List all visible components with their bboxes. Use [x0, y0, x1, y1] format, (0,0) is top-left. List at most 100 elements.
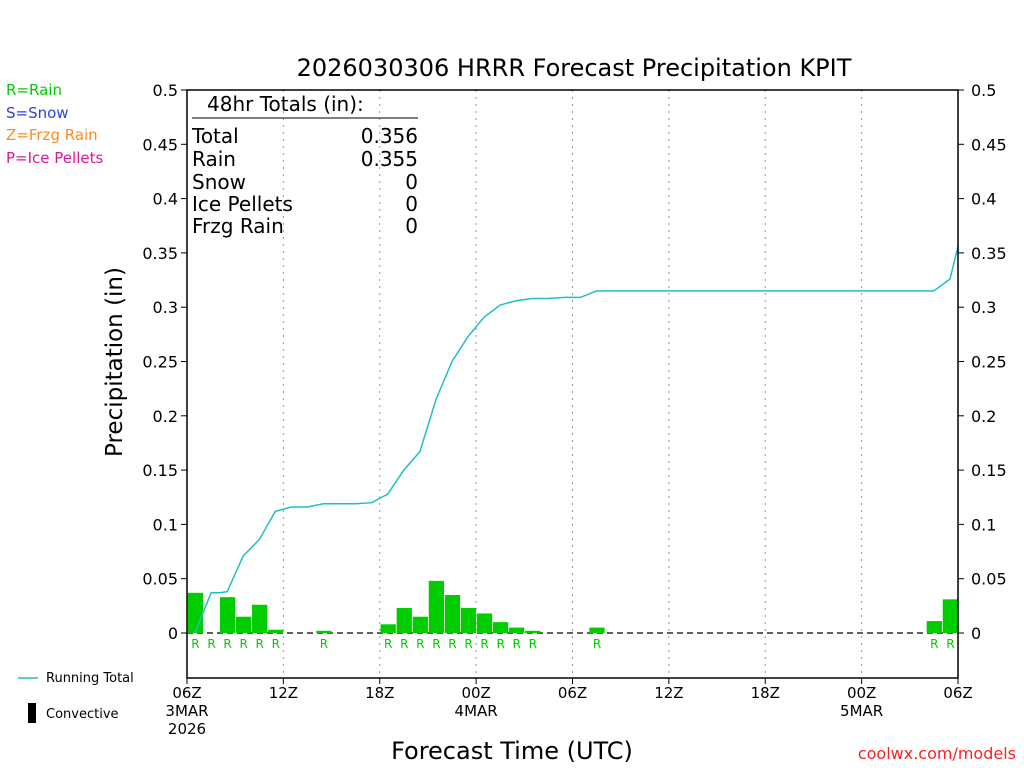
y-tick-label-left: 0: [168, 624, 178, 643]
ptype-label: R: [223, 637, 231, 651]
precip-bar: [252, 604, 268, 633]
y-tick-label-right: 0.15: [971, 461, 1007, 480]
precip-bar: [187, 592, 204, 633]
ptype-label: R: [529, 637, 537, 651]
totals-label-snow: Snow: [192, 170, 246, 194]
totals-value-frzg-rain: 0: [405, 214, 418, 238]
ptype-label: R: [416, 637, 424, 651]
precip-bar: [476, 613, 493, 633]
y-tick-label-right: 0.4: [971, 190, 996, 209]
precip-bar: [509, 627, 525, 633]
x-tick-label: 12Z: [654, 684, 683, 702]
y-tick-label-left: 0.4: [153, 190, 178, 209]
x-tick-label: 00Z: [461, 684, 490, 702]
x-axis-title: Forecast Time (UTC): [391, 737, 633, 765]
precip-bar: [396, 608, 412, 633]
ptype-label: R: [207, 637, 215, 651]
totals-value-rain: 0.355: [361, 147, 418, 171]
y-tick-label-left: 0.45: [142, 135, 178, 154]
x-tick-label: 18Z: [365, 684, 394, 702]
y-tick-label-right: 0.1: [971, 515, 996, 534]
precip-bar: [460, 608, 477, 633]
totals-label-frzg-rain: Frzg Rain: [192, 214, 284, 238]
x-tick-label: 06Z: [943, 684, 972, 702]
x-tick-label: 12Z: [269, 684, 298, 702]
ptype-label: R: [384, 637, 392, 651]
ptype-label: R: [432, 637, 440, 651]
precip-bar: [412, 616, 428, 633]
y-tick-label-right: 0: [971, 624, 981, 643]
y-tick-label-left: 0.15: [142, 461, 178, 480]
ptype-label: R: [191, 637, 199, 651]
ptype-label: R: [930, 637, 938, 651]
totals-label-ice-pellets: Ice Pellets: [192, 192, 293, 216]
y-tick-label-left: 0.3: [153, 298, 178, 317]
totals-label-total: Total: [191, 124, 239, 148]
key-ice-pellets: P=Ice Pellets: [6, 148, 104, 167]
chart-title: 2026030306 HRRR Forecast Precipitation K…: [297, 54, 852, 82]
y-axis: 0 00.05 0.050.1 0.10.15 0.150.2 0.20.25 0.250.…: [142, 81, 1006, 643]
convective-legend-label: Convective: [46, 707, 119, 722]
y-tick-label-right: 0.2: [971, 407, 996, 426]
ptype-label: R: [496, 637, 504, 651]
key-rain: R=Rain: [6, 81, 62, 99]
ptype-label: R: [320, 637, 328, 651]
ptype-label: R: [256, 637, 264, 651]
precip-bar: [268, 629, 284, 633]
ptype-label: R: [480, 637, 488, 651]
totals-value-ice-pellets: 0: [405, 192, 418, 216]
x-tick-label: 00Z: [847, 684, 876, 702]
x-tick-label: 06Z: [558, 684, 587, 702]
x-tick-label: 06Z: [172, 684, 201, 702]
x-tick-label: 18Z: [751, 684, 780, 702]
precip-bar: [525, 630, 541, 633]
precip-bar: [942, 599, 958, 633]
y-tick-label-right: 0.3: [971, 298, 996, 317]
precip-bar: [589, 627, 605, 633]
bottom-legend: Running Total Convective: [18, 671, 134, 723]
precip-bar: [444, 594, 461, 633]
totals-value-snow: 0: [405, 170, 418, 194]
ptype-label: R: [946, 637, 954, 651]
running-total-legend-label: Running Total: [46, 671, 134, 686]
ptype-label: R: [400, 637, 408, 651]
y-tick-label-right: 0.5: [971, 81, 996, 100]
ptype-label: R: [513, 637, 521, 651]
totals-value-total: 0.356: [361, 124, 418, 148]
precip-bar: [926, 621, 942, 633]
y-tick-label-right: 0.35: [971, 244, 1007, 263]
y-tick-label-right: 0.05: [971, 570, 1007, 589]
y-tick-label-left: 0.25: [142, 353, 178, 372]
y-tick-label-right: 0.25: [971, 353, 1007, 372]
x-tick-label: 4MAR: [455, 702, 498, 720]
x-tick-label: 5MAR: [840, 702, 883, 720]
y-tick-label-left: 0.35: [142, 244, 178, 263]
y-tick-label-right: 0.45: [971, 135, 1007, 154]
x-tick-label: 3MAR: [165, 702, 208, 720]
vertical-grid: [282, 90, 863, 678]
y-tick-label-left: 0.5: [153, 81, 178, 100]
ptype-label: R: [593, 637, 601, 651]
convective-legend-swatch: [28, 703, 36, 723]
y-tick-label-left: 0.05: [142, 570, 178, 589]
site-watermark: coolwx.com/models: [857, 744, 1016, 763]
ptype-label: R: [272, 637, 280, 651]
precip-bar: [316, 630, 332, 633]
key-snow: S=Snow: [6, 103, 69, 122]
totals-box: 48hr Totals (in): Total 0.356 Rain 0.355…: [191, 92, 418, 238]
totals-label-rain: Rain: [192, 147, 236, 171]
key-freezing-rain: Z=Frzg Rain: [6, 126, 98, 144]
x-tick-label: 2026: [168, 720, 206, 738]
precip-bar: [219, 597, 236, 633]
precip-bar: [492, 622, 509, 633]
precip-bar: [380, 624, 396, 633]
precip-bar: [428, 580, 444, 633]
y-tick-label-left: 0.2: [153, 407, 178, 426]
hourly-precip-bars: [187, 580, 958, 633]
y-tick-label-left: 0.1: [153, 515, 178, 534]
precip-type-key: R=Rain S=Snow Z=Frzg Rain P=Ice Pellets: [6, 79, 103, 169]
running-total-line: [194, 246, 959, 634]
y-axis-title: Precipitation (in): [102, 267, 128, 457]
